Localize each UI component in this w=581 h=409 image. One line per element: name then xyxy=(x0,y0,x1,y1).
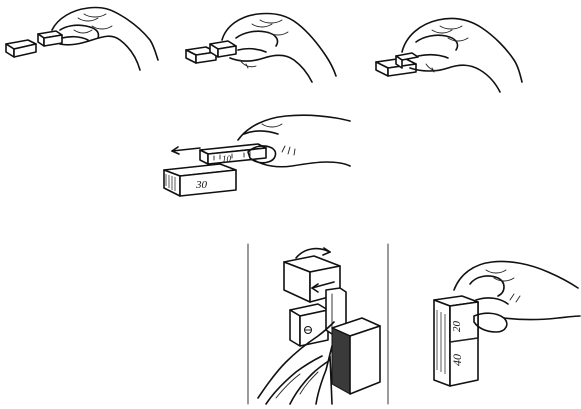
rotating-top-block xyxy=(283,255,341,303)
rotating-lower-block xyxy=(289,303,329,347)
step-2-illustration xyxy=(185,12,337,83)
step-1-loose-block xyxy=(5,39,37,58)
step-1-held-block xyxy=(37,30,63,47)
block-label-40: 40 xyxy=(450,354,464,366)
block-label-30: 30 xyxy=(195,179,208,191)
rotating-wringing-illustration xyxy=(247,243,389,405)
step-3-hand xyxy=(401,17,523,93)
small-block-10: 10 xyxy=(199,143,267,165)
step-2-hand xyxy=(221,12,337,83)
block-label-10: 10 xyxy=(222,154,232,164)
cloth xyxy=(257,321,335,405)
middle-hand xyxy=(237,114,351,168)
stacked-blocks-illustration: 40 20 xyxy=(433,260,581,387)
stacked-block-20: 20 xyxy=(449,301,479,343)
step-2-held-block xyxy=(209,40,237,58)
right-hand xyxy=(453,260,581,333)
step-3-base-block xyxy=(375,57,417,77)
block-label-20: 20 xyxy=(451,321,463,333)
step-3-illustration xyxy=(375,17,523,93)
step-1-illustration xyxy=(5,6,159,71)
sliding-wringing-illustration: 30 10 xyxy=(163,114,351,197)
step-3-held-block xyxy=(395,52,419,69)
slide-direction-arrow xyxy=(171,146,201,155)
large-block-30: 30 xyxy=(163,163,237,197)
base-block xyxy=(331,317,381,395)
step-1-hand xyxy=(51,6,159,71)
rotation-arrow xyxy=(295,247,331,259)
